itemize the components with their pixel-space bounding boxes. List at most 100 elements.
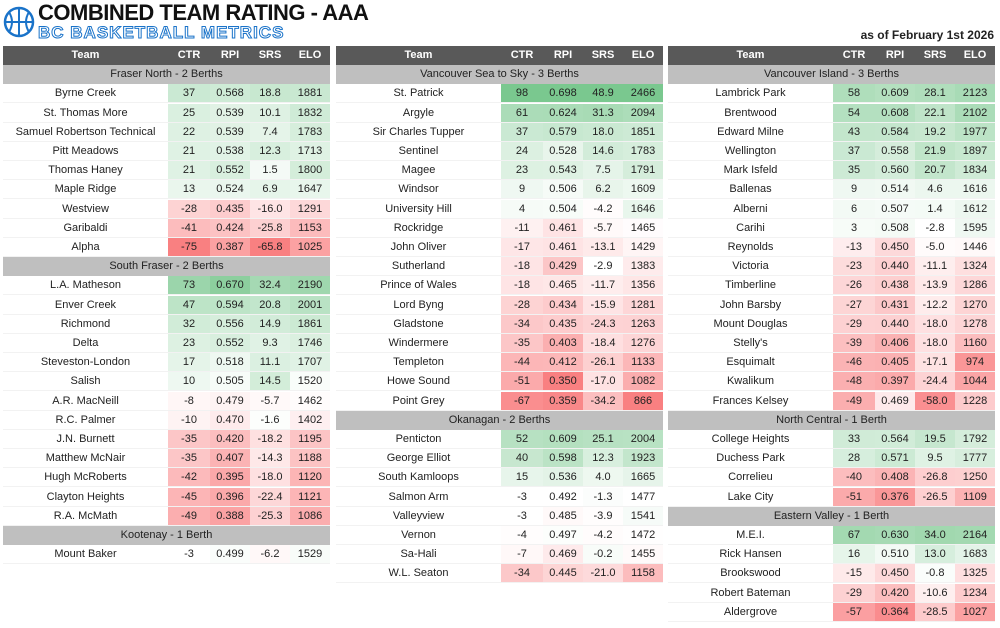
stat-cell: 7.5 — [583, 161, 623, 181]
stat-cell: 10.1 — [250, 103, 290, 123]
team-name: Stelly's — [668, 334, 833, 353]
stat-cell: 1646 — [623, 199, 663, 219]
stat-cell: -7 — [501, 545, 543, 565]
stat-cell: 0.571 — [875, 449, 915, 469]
stat-cell: 0.364 — [875, 602, 915, 622]
stat-cell: 0.397 — [875, 372, 915, 392]
stat-cell: 974 — [955, 353, 995, 373]
team-name: Steveston-London — [3, 353, 168, 373]
team-name: Prince of Wales — [336, 276, 501, 296]
date: as of February 1st 2026 — [860, 28, 994, 42]
team-name: George Elliot — [336, 449, 501, 469]
stat-cell: -18 — [501, 257, 543, 277]
stat-cell: -3 — [501, 506, 543, 526]
stat-cell: 0.440 — [875, 314, 915, 334]
stat-cell: 0.403 — [543, 334, 583, 353]
stat-cell: 0.461 — [543, 218, 583, 238]
column-header: ELO — [955, 46, 995, 65]
stat-cell: -15.9 — [583, 295, 623, 315]
stat-cell: 0.508 — [875, 218, 915, 238]
stat-cell: -17 — [501, 238, 543, 257]
stat-cell: 24 — [501, 142, 543, 161]
team-name: Samuel Robertson Technical — [3, 123, 168, 142]
stat-cell: 4.0 — [583, 468, 623, 488]
group-header: South Fraser - 2 Berths — [3, 257, 330, 277]
stat-cell: 48.9 — [583, 84, 623, 104]
stat-cell: 14.6 — [583, 142, 623, 161]
stat-cell: -14.3 — [250, 449, 290, 469]
stat-cell: -28 — [168, 199, 210, 219]
team-name: Vernon — [336, 526, 501, 545]
stat-cell: 0.579 — [543, 122, 583, 142]
stat-cell: 37 — [501, 122, 543, 142]
stat-cell: 1276 — [623, 334, 663, 353]
team-name: Frances Kelsey — [668, 392, 833, 411]
stat-cell: 1158 — [623, 564, 663, 584]
stat-cell: 0.492 — [543, 487, 583, 507]
stat-cell: -45 — [168, 487, 210, 507]
stat-cell: 1160 — [955, 334, 995, 353]
stat-cell: 0.536 — [543, 468, 583, 488]
team-name: M.E.I. — [668, 526, 833, 545]
stat-cell: 1120 — [290, 468, 330, 488]
stat-cell: -48 — [833, 372, 875, 392]
stat-cell: 13 — [168, 180, 210, 200]
stat-cell: 1025 — [290, 238, 330, 257]
stat-cell: 4.6 — [915, 180, 955, 200]
stat-cell: -26.8 — [915, 468, 955, 488]
stat-cell: -49 — [168, 506, 210, 526]
team-name: Brentwood — [668, 104, 833, 123]
stat-cell: 1520 — [290, 372, 330, 392]
stat-cell: -26.5 — [915, 487, 955, 507]
stat-cell: -10 — [168, 410, 210, 430]
stat-cell: -35 — [168, 430, 210, 449]
stat-cell: 1783 — [623, 142, 663, 161]
stat-cell: 1529 — [290, 545, 330, 565]
stat-cell: 1250 — [955, 468, 995, 488]
team-name: Delta — [3, 334, 168, 353]
stat-cell: 0.420 — [875, 583, 915, 603]
stat-cell: -3.9 — [583, 506, 623, 526]
stat-cell: 0.376 — [875, 487, 915, 507]
stat-cell: 0.568 — [210, 84, 250, 104]
group-header: Fraser North - 2 Berths — [3, 65, 330, 85]
team-name: Hugh McRoberts — [3, 468, 168, 488]
stat-cell: 1832 — [290, 103, 330, 123]
stat-cell: 1286 — [955, 276, 995, 296]
team-name: John Barsby — [668, 296, 833, 315]
stat-cell: 1707 — [290, 353, 330, 373]
team-name: Sutherland — [336, 257, 501, 277]
stat-cell: 1541 — [623, 506, 663, 526]
stat-cell: 1977 — [955, 122, 995, 142]
team-name: Gladstone — [336, 315, 501, 334]
stat-cell: 11.1 — [250, 353, 290, 373]
team-name: St. Thomas More — [3, 104, 168, 123]
stat-cell: -3 — [501, 487, 543, 507]
stat-cell: 18.8 — [250, 84, 290, 104]
stat-cell: 1383 — [623, 257, 663, 277]
team-name: Valleyview — [336, 507, 501, 526]
stat-cell: 1.5 — [250, 161, 290, 181]
column-header: CTR — [833, 46, 875, 65]
column-header: CTR — [168, 46, 210, 65]
column-header: RPI — [543, 46, 583, 65]
column-header: SRS — [250, 46, 290, 65]
stat-cell: 37 — [833, 142, 875, 161]
stat-cell: 1616 — [955, 180, 995, 200]
stat-cell: 1429 — [623, 238, 663, 257]
stat-cell: 1777 — [955, 449, 995, 469]
stat-cell: 0.405 — [875, 353, 915, 373]
stat-cell: 22.1 — [915, 103, 955, 123]
stat-cell: 1278 — [955, 314, 995, 334]
stat-cell: -18.4 — [583, 334, 623, 353]
stat-cell: 52 — [501, 430, 543, 449]
stat-cell: 1665 — [623, 468, 663, 488]
stat-cell: 21.9 — [915, 142, 955, 161]
stat-cell: 0.469 — [875, 391, 915, 411]
stat-cell: 1713 — [290, 142, 330, 161]
stat-cell: -13.1 — [583, 238, 623, 257]
stat-cell: 0.609 — [543, 430, 583, 449]
stat-cell: 1188 — [290, 449, 330, 469]
stat-cell: 0.528 — [543, 142, 583, 161]
stat-cell: 1595 — [955, 218, 995, 238]
